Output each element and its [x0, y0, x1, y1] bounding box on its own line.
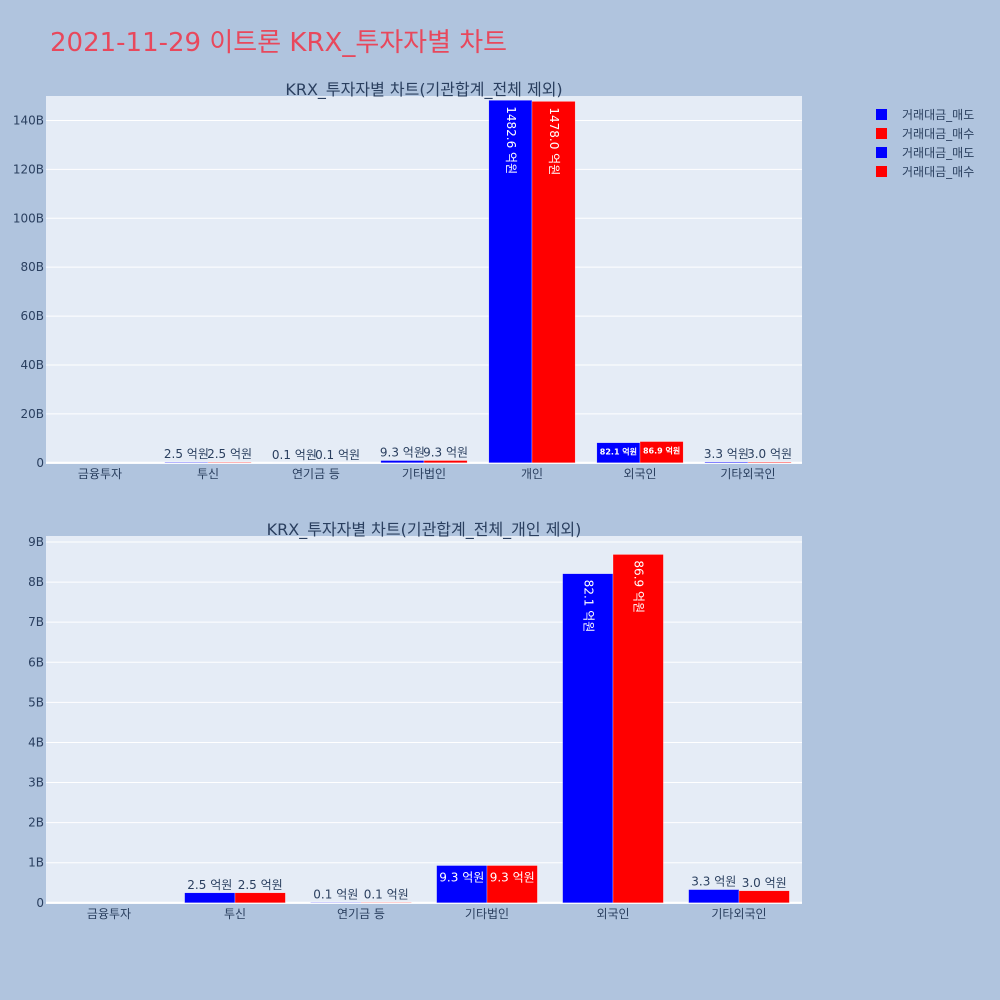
bar-buy[interactable] [207, 461, 252, 464]
data-label: 3.3 억원 [704, 447, 749, 461]
data-label: 2.5 억원 [187, 878, 232, 892]
x-tick-label: 연기금 등 [337, 907, 385, 921]
legend-item[interactable]: 거래대금_매수 [876, 127, 974, 141]
y-tick-label: 100B [13, 211, 44, 225]
bar-buy[interactable] [234, 892, 286, 904]
x-tick-label: 외국인 [623, 467, 656, 481]
x-tick-label: 기타외국인 [720, 467, 775, 481]
y-tick-label: 0 [36, 896, 44, 910]
y-tick-label: 2B [28, 816, 44, 830]
legend-item[interactable]: 거래대금_매도 [876, 108, 974, 122]
data-label: 2.5 억원 [164, 447, 209, 461]
legend-item[interactable]: 거래대금_매도 [876, 146, 974, 160]
legend-swatch [876, 166, 887, 177]
chart-title: KRX_투자자별 차트(기관합계_전체 제외) [285, 80, 562, 100]
data-label: 9.3 억원 [439, 871, 484, 885]
legend-swatch [876, 147, 887, 158]
data-label: 1482.6 억원 [504, 106, 518, 174]
data-label: 0.1 억원 [315, 448, 360, 462]
plot-area [46, 96, 802, 464]
data-label: 86.9 억원 [632, 560, 646, 613]
bar-buy[interactable] [612, 554, 664, 904]
y-tick-label: 8B [28, 575, 44, 589]
y-tick-label: 140B [13, 113, 44, 127]
x-tick-label: 외국인 [596, 907, 629, 921]
x-tick-label: 기타법인 [402, 467, 446, 481]
bar-sell[interactable] [688, 889, 740, 904]
legend-label: 거래대금_매도 [902, 108, 974, 122]
data-label: 3.3 억원 [691, 875, 736, 889]
x-tick-label: 투신 [197, 467, 219, 481]
chart-1: 0 20B 40B 60B 80B 100B 120B 140B KRX_투자자별 차트(기관합… [13, 80, 802, 481]
y-tick-label: 7B [28, 615, 44, 629]
legend-label: 거래대금_매수 [902, 165, 974, 179]
legend-label: 거래대금_매도 [902, 146, 974, 160]
y-tick-label: 0 [36, 456, 44, 470]
bar-sell[interactable] [704, 461, 749, 464]
x-tick-label: 연기금 등 [292, 467, 340, 481]
bar-sell[interactable] [436, 865, 488, 904]
bar-sell[interactable] [488, 100, 533, 464]
charts-layer: 0 20B 40B 60B 80B 100B 120B 140B KRX_투자자별 차트(기관합… [13, 80, 802, 921]
data-label: 1478.0 억원 [547, 107, 561, 175]
x-tick-label: 금융투자 [78, 467, 122, 481]
data-label: 9.3 억원 [380, 446, 425, 460]
bar-sell[interactable] [164, 461, 209, 464]
y-tick-label: 40B [20, 358, 44, 372]
y-tick-label: 6B [28, 655, 44, 669]
bar-sell[interactable] [562, 573, 614, 904]
x-tick-label: 투신 [224, 907, 246, 921]
bar-buy[interactable] [738, 890, 790, 904]
bar-buy[interactable] [486, 865, 538, 904]
bar-sell[interactable] [184, 892, 236, 904]
data-label: 2.5 억원 [207, 447, 252, 461]
y-tick-label: 1B [28, 856, 44, 870]
data-label: 0.1 억원 [364, 887, 409, 901]
data-label: 3.0 억원 [747, 447, 792, 461]
data-label: 86.9 억원 [643, 446, 680, 456]
x-tick-label: 개인 [521, 467, 543, 481]
page-title: 2021-11-29 이트론 KRX_투자자별 차트 [50, 28, 508, 58]
x-tick-label: 기타외국인 [711, 907, 766, 921]
y-tick-label: 9B [28, 535, 44, 549]
plot-area [46, 536, 802, 904]
legend-item[interactable]: 거래대금_매수 [876, 165, 974, 179]
y-tick-label: 20B [20, 407, 44, 421]
chart-title: KRX_투자자별 차트(기관합계_전체_개인 제외) [267, 520, 582, 540]
chart-2: 0 1B 2B 3B 4B 5B 6B 7B 8B 9B KRX_투자자별 차트(기관합계_전체_개… [28, 520, 802, 921]
legend-swatch [876, 128, 887, 139]
legend-swatch [876, 109, 887, 120]
bar-sell[interactable] [380, 460, 425, 464]
bar-buy[interactable] [531, 101, 576, 464]
data-label: 82.1 억원 [581, 580, 595, 633]
bar-buy[interactable] [747, 461, 792, 464]
data-label: 9.3 억원 [490, 871, 535, 885]
y-tick-label: 5B [28, 695, 44, 709]
x-tick-label: 기타법인 [465, 907, 509, 921]
data-label: 0.1 억원 [313, 887, 358, 901]
data-label: 0.1 억원 [272, 448, 317, 462]
bar-buy[interactable] [639, 441, 684, 464]
data-label: 82.1 억원 [600, 447, 637, 457]
legend-label: 거래대금_매수 [902, 127, 974, 141]
data-label: 2.5 억원 [238, 878, 283, 892]
data-label: 9.3 억원 [423, 446, 468, 460]
y-tick-label: 80B [20, 260, 44, 274]
bar-buy[interactable] [423, 460, 468, 464]
data-label: 3.0 억원 [742, 876, 787, 890]
y-tick-label: 3B [28, 776, 44, 790]
y-tick-label: 60B [20, 309, 44, 323]
y-tick-label: 120B [13, 162, 44, 176]
x-tick-label: 금융투자 [87, 907, 131, 921]
y-tick-label: 4B [28, 735, 44, 749]
